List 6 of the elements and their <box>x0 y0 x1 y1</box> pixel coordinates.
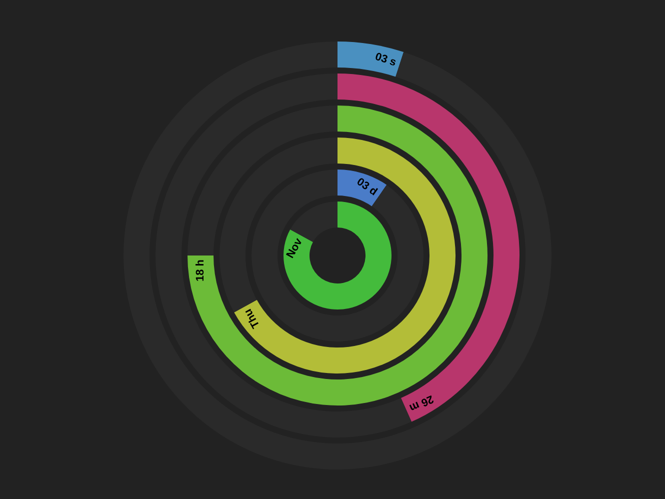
data-label: 03 d <box>354 176 380 198</box>
data-label: Thu <box>242 306 262 330</box>
data-label: 03 s <box>374 50 398 69</box>
data-label: 18 h <box>194 259 207 282</box>
data-label: 26 m <box>407 392 436 414</box>
data-label: Nov <box>284 236 306 260</box>
